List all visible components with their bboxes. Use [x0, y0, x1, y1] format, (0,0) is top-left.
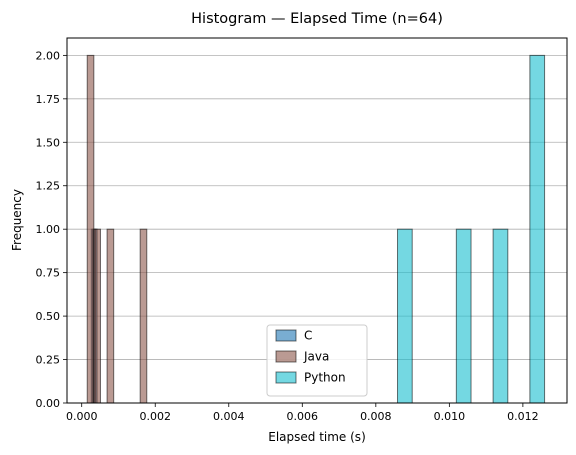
y-tick-label: 1.25 [36, 180, 61, 193]
y-tick-label: 2.00 [36, 49, 61, 62]
histogram-bar-python [492, 228, 509, 404]
x-tick-label: 0.006 [287, 410, 319, 423]
y-tick-label: 1.50 [36, 136, 61, 149]
x-tick-label: 0.000 [66, 410, 98, 423]
x-tick-label: 0.008 [360, 410, 392, 423]
x-axis-ticks: 0.000 0.002 0.004 0.006 0.008 0.010 0.012 [66, 403, 539, 423]
y-tick-label: 1.00 [36, 223, 61, 236]
x-tick-label: 0.002 [139, 410, 171, 423]
histogram-bar-java [106, 228, 115, 404]
histogram-bar-java [139, 228, 148, 404]
histogram-bar-python [529, 54, 546, 404]
x-tick-label: 0.004 [213, 410, 245, 423]
histogram-bars [86, 54, 546, 404]
x-tick-label: 0.012 [507, 410, 539, 423]
legend-swatch-c [275, 329, 297, 342]
y-gridlines [67, 54, 567, 404]
y-axis-ticks: 0.00 0.25 0.50 0.75 1.00 1.25 1.50 1.75 2.00 [36, 49, 67, 410]
x-tick-label: 0.010 [434, 410, 466, 423]
legend-label: Java [303, 350, 329, 364]
legend-swatch-java [275, 350, 297, 363]
histogram-bar-python [397, 228, 413, 404]
plot-frame [66, 37, 568, 404]
legend-label: C [304, 329, 312, 343]
chart-title: Histogram — Elapsed Time (n=64) [191, 11, 443, 27]
histogram-bar-python [455, 228, 472, 404]
y-tick-label: 1.75 [36, 93, 61, 106]
legend-swatch-python [275, 371, 297, 384]
y-tick-label: 0.25 [36, 354, 61, 367]
x-axis-label: Elapsed time (s) [268, 430, 366, 444]
legend: C Java Python [266, 324, 368, 397]
histogram-bar-java [93, 228, 101, 404]
y-tick-label: 0.00 [36, 397, 61, 410]
y-tick-label: 0.50 [36, 310, 61, 323]
y-tick-label: 0.75 [36, 267, 61, 280]
y-axis-label: Frequency [10, 189, 24, 251]
histogram-bar-java [86, 54, 95, 404]
legend-label: Python [304, 371, 346, 385]
